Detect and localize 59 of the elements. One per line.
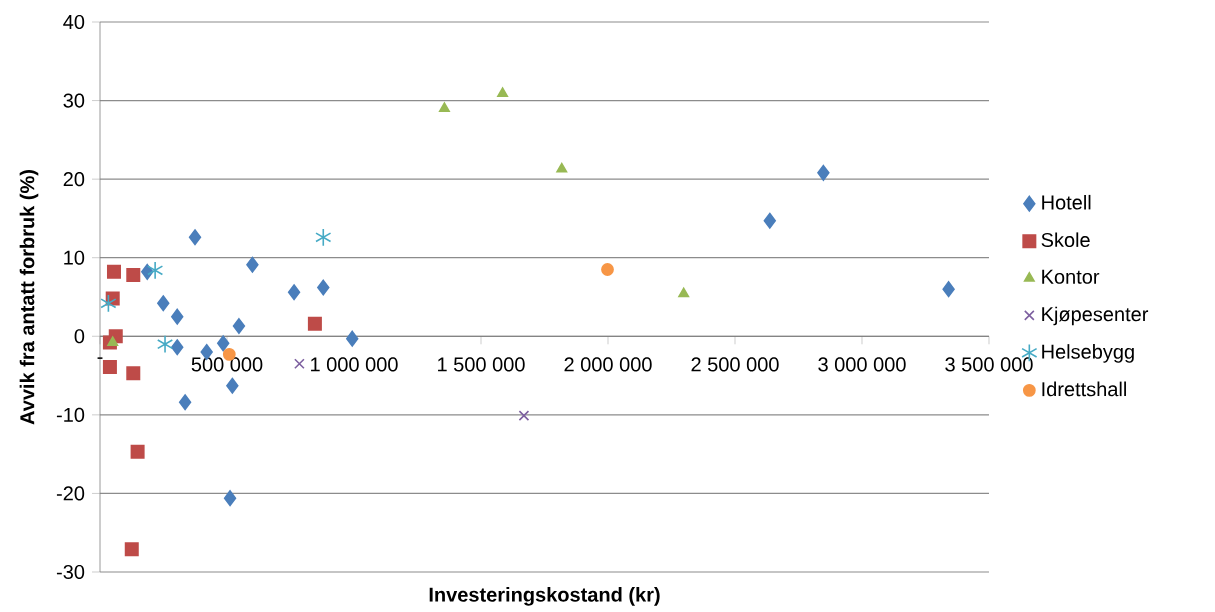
y-tick-label: 40 [63,14,85,29]
point [556,162,568,173]
x-tick-label: 3 000 000 [818,357,906,372]
point [107,336,119,346]
y-tick-label: -30 [56,564,85,579]
legend-label: Helsebygg [1042,343,1134,363]
y-tick-label: -20 [56,486,85,501]
point [287,284,301,301]
point [126,365,141,380]
point [171,339,184,356]
y-axis-title: Avvik fra antatt forbruk (%) [19,169,39,425]
y-tick-label: 30 [63,93,85,108]
point [601,262,614,276]
point [678,287,690,298]
point [226,377,239,394]
point [438,102,450,112]
point [102,359,117,374]
x-tick-label: 1 500 000 [438,357,525,372]
point [126,267,141,282]
point [171,308,184,325]
x-axis-title: Investeringskostand (kr) [429,586,660,606]
y-tick-label: 0 [74,328,85,344]
point [294,358,305,369]
point [497,87,509,97]
point [130,444,145,459]
x-tick-label: 1 000 000 [311,357,398,372]
y-tick-label: 20 [63,171,85,186]
point [178,394,192,411]
x-tick-label: 500 000 [191,357,263,372]
point [124,541,139,556]
x-tick-label: 2 000 000 [564,357,652,372]
point [317,279,330,296]
legend-label: Skole [1041,232,1090,247]
point [232,317,246,334]
point [246,256,259,273]
point [223,489,237,506]
legend-label: Kjøpesenter [1042,306,1149,326]
point [346,330,359,347]
point [147,260,164,280]
x-tick-label: - [97,357,103,359]
point [315,227,332,247]
y-tick-label: -10 [56,407,85,422]
point [942,280,955,297]
point [307,316,322,331]
point [763,212,776,229]
point [518,410,530,421]
point [188,229,202,246]
legend-label: Hotell [1042,194,1091,210]
legend-label: Idrettshall [1042,381,1126,397]
x-tick-label: 2 500 000 [691,357,779,372]
point [157,295,170,312]
point [106,264,121,279]
point [156,334,174,354]
x-tick-label: 3 500 000 [945,357,1033,372]
point [817,164,830,181]
point [217,335,230,352]
y-tick-label: 10 [64,250,85,265]
legend-label: Kontor [1042,269,1100,284]
point [100,293,117,313]
